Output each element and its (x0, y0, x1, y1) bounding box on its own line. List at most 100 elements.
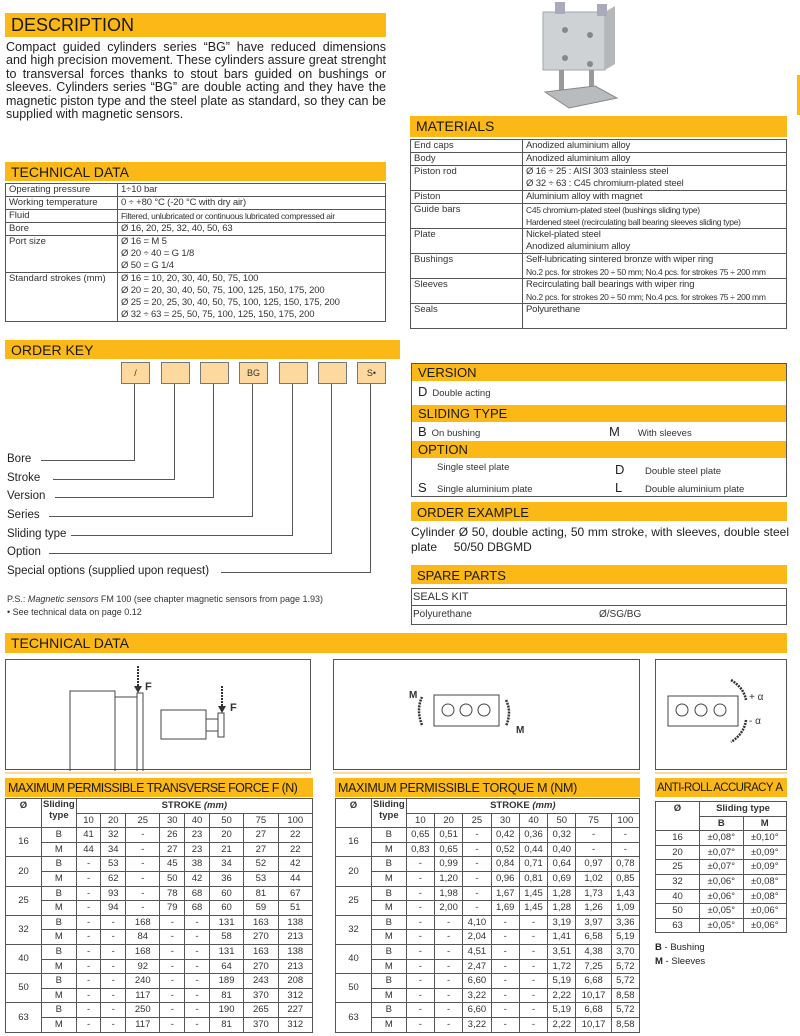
materials-row: Sleeves Recirculating ball bearings with … (410, 278, 787, 304)
value-cell: 1,28 (547, 900, 577, 916)
value-cell: 0,36 (518, 827, 549, 843)
value-cell: 0,99 (433, 856, 464, 872)
value-cell: 2,47 (462, 958, 492, 975)
value-cell: 1,26 (575, 900, 612, 916)
value-cell: - (490, 1016, 520, 1033)
value-cell: - (462, 841, 492, 858)
value-cell: 0,69 (547, 870, 577, 887)
materials-header: MATERIALS (410, 116, 787, 137)
type-m-header: M (742, 815, 787, 832)
value-cell: - (462, 856, 492, 872)
stroke-value: 10 (75, 812, 102, 829)
value-cell: - (125, 827, 161, 843)
value-cell: 1,98 (433, 885, 464, 902)
option-header: OPTION (412, 441, 786, 458)
materials-value: Recirculating ball bearings with wiper r… (522, 278, 787, 304)
table-row: M 0,83 0,65-0,52 0,44 0,40- - (336, 841, 641, 858)
sliding-type-cell: B (371, 856, 407, 872)
bore-cell: 20 (335, 856, 372, 887)
accuracy-cell: ±0,08° (742, 873, 787, 890)
bore-cell: 32 (655, 873, 700, 890)
sliding-type-cell: B (41, 914, 77, 931)
accuracy-cell: ±0,05° (699, 917, 744, 934)
value-cell: 117 (125, 987, 161, 1004)
stroke-value: 30 (159, 812, 186, 829)
stroke-value: 40 (518, 812, 549, 829)
spare-part-row: Polyurethane Ø/SG/BG (413, 609, 642, 620)
stroke-label: STROKE (161, 800, 202, 811)
bore-cell: 25 (655, 859, 700, 875)
technical_data-value: Filtered, unlubricated or continuous lub… (117, 209, 386, 223)
page-edge-tab (797, 75, 800, 115)
value-cell: - (184, 929, 210, 945)
materials-value-line: C45 chromium-plated steel (bushings slid… (526, 205, 700, 215)
sliding-type-cell: M (41, 1016, 77, 1033)
option-item-l: L Double aluminium plate (615, 480, 745, 495)
value-cell: 21 (208, 841, 245, 858)
stroke-value: 50 (547, 812, 577, 829)
value-cell: 60 (208, 885, 245, 902)
value-cell: - (405, 870, 435, 887)
value-cell: - (405, 987, 435, 1004)
stroke-value: 30 (490, 812, 520, 829)
value-cell: 190 (208, 1002, 245, 1018)
table-row: 50 ±0,05° ±0,06° (655, 903, 787, 919)
sliding-type-cell: B (371, 943, 407, 960)
value-cell: 240 (125, 973, 161, 989)
value-cell: 7,25 (575, 958, 612, 975)
sliding-type-cell: B (41, 885, 77, 902)
value-cell: 27 (159, 841, 186, 858)
bore-cell: 32 (335, 914, 372, 945)
option-items: Single steel plate D Double steel plate S… (412, 458, 786, 498)
technical_data-row: Fluid Filtered, unlubricated or continuou… (5, 209, 386, 223)
bore-cell: 63 (5, 1002, 42, 1033)
bore-cell: 40 (5, 943, 42, 975)
value-cell: - (184, 973, 210, 989)
accuracy-cell: ±0,08° (699, 830, 744, 846)
bore-cell: 63 (655, 917, 700, 934)
see-technical-note: • See technical data on page 0.12 (7, 607, 142, 617)
accuracy-cell: ±0,06° (742, 917, 787, 934)
accuracy-cell: ±0,06° (742, 903, 787, 919)
anti-roll-diagram: + α - α (655, 659, 787, 770)
sliding-type-cell: B (371, 827, 407, 843)
sliding-type-cell: B (371, 1002, 407, 1018)
value-cell: 4,38 (575, 943, 612, 960)
value-cell: 20 (208, 827, 245, 843)
technical_data-value: 1÷10 bar (117, 183, 386, 197)
value-cell: - (405, 885, 435, 902)
value-cell: - (433, 973, 464, 989)
value-cell: - (405, 929, 435, 945)
order-key-label: Bore (7, 453, 32, 465)
value-cell: 6,60 (462, 973, 492, 989)
bore-cell: 16 (655, 830, 700, 846)
sliding-type-cell: M (41, 929, 77, 945)
value-cell: 81 (243, 885, 279, 902)
order-key-box-3 (200, 362, 229, 384)
value-cell: 36 (208, 870, 245, 887)
value-cell: - (184, 1002, 210, 1018)
table-row: 50 B - -240- -189 243 208 (5, 973, 314, 1004)
technical_data-value-line: Ø 16, 20, 25, 32, 40, 50, 63 (121, 223, 233, 234)
technical_data-value-line: 1÷10 bar (121, 184, 158, 195)
option-item-single-steel: Single steel plate (437, 462, 510, 473)
materials-value: Anodized aluminium alloy (522, 152, 787, 166)
value-cell: 59 (243, 900, 279, 916)
materials-value-line: Anodized aluminium alloy (526, 140, 631, 151)
value-cell: - (75, 929, 102, 945)
torque-header: MAXIMUM PERMISSIBLE TORQUE M (Nm) (335, 778, 640, 797)
value-cell: 0,97 (575, 856, 612, 872)
value-cell: 0,65 (405, 827, 435, 843)
technical_data-value-line: Ø 16 = M 5 (121, 236, 167, 247)
materials-value: Aluminium alloy with magnet (522, 190, 787, 204)
value-cell: - (490, 943, 520, 960)
value-cell: - (575, 827, 612, 843)
accuracy-cell: ±0,08° (742, 888, 787, 905)
table-row: 16 B 0,65 0,51-0,42 0,36 0,32- - (335, 827, 641, 858)
technical_data-value: Ø 16, 20, 25, 32, 40, 50, 63 (117, 222, 386, 236)
value-cell: - (159, 958, 186, 975)
value-cell: 370 (243, 987, 279, 1004)
technical_data-value-line: 0 ÷ +80 °C (-20 °C with dry air) (121, 197, 246, 208)
value-cell: 2,04 (462, 929, 492, 945)
sliding-type-cell: M (371, 1016, 407, 1033)
